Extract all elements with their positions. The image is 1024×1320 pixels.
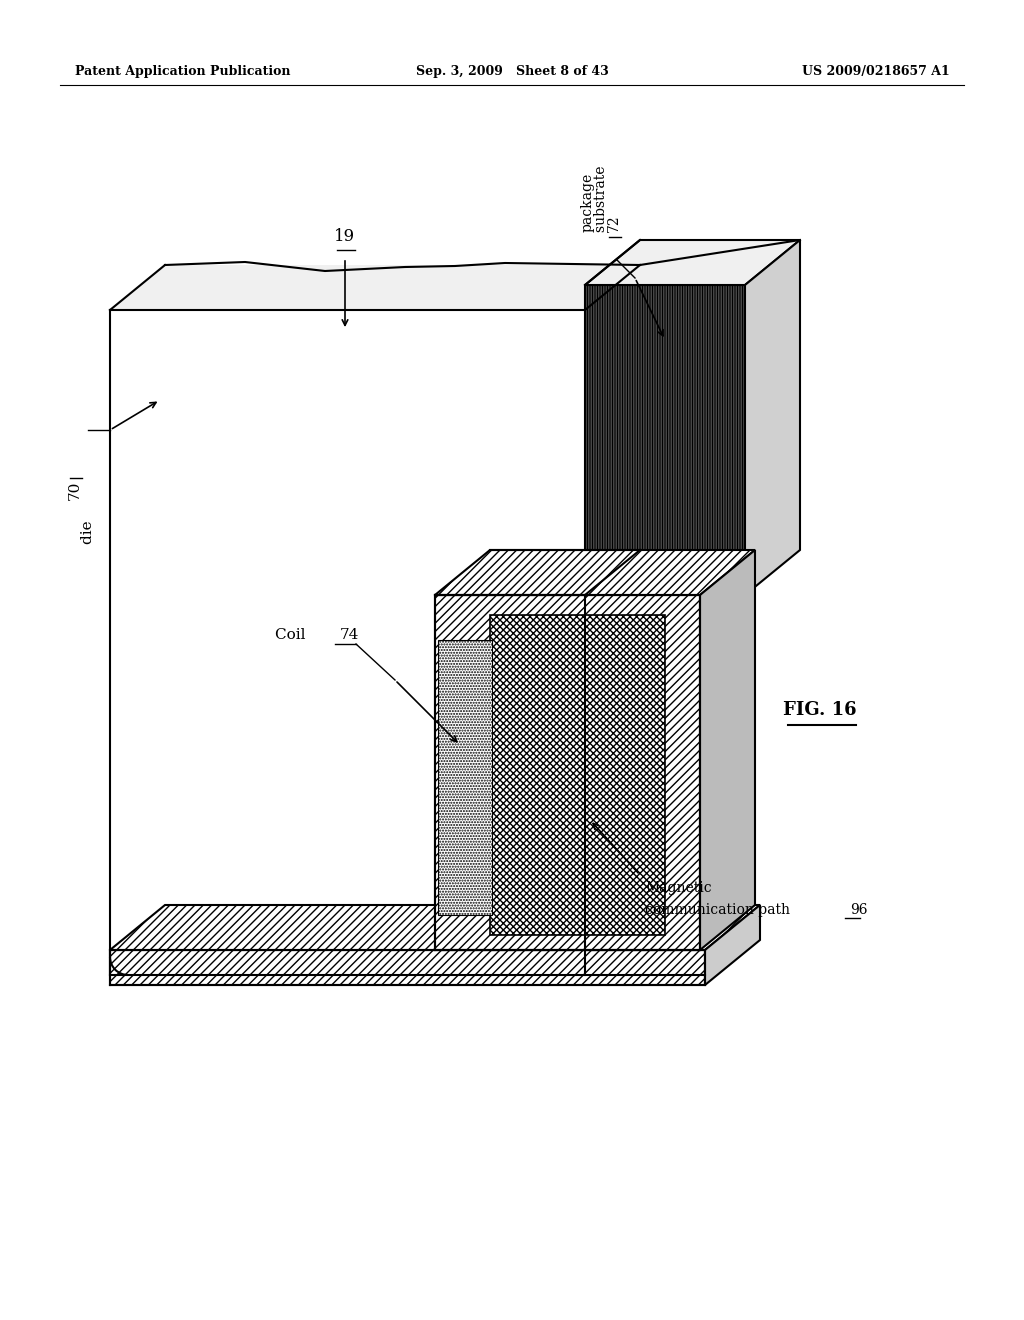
Text: 19: 19	[335, 228, 355, 246]
Text: 70: 70	[68, 480, 82, 500]
Polygon shape	[110, 310, 585, 975]
Text: Magnetic: Magnetic	[645, 880, 712, 895]
Text: FIG. 16: FIG. 16	[783, 701, 857, 719]
Text: Sep. 3, 2009   Sheet 8 of 43: Sep. 3, 2009 Sheet 8 of 43	[416, 65, 608, 78]
Polygon shape	[435, 595, 700, 950]
Polygon shape	[585, 285, 745, 595]
Text: die: die	[81, 516, 95, 544]
Text: 96: 96	[850, 903, 867, 917]
Text: package: package	[581, 173, 595, 232]
Polygon shape	[585, 240, 800, 285]
Polygon shape	[745, 240, 800, 595]
Polygon shape	[110, 265, 640, 310]
Text: 72: 72	[607, 214, 621, 232]
Text: Patent Application Publication: Patent Application Publication	[75, 65, 291, 78]
Polygon shape	[705, 906, 760, 985]
Polygon shape	[490, 615, 665, 935]
Polygon shape	[110, 906, 760, 950]
Polygon shape	[435, 550, 755, 595]
Text: communication path: communication path	[645, 903, 795, 917]
Polygon shape	[438, 640, 492, 915]
Polygon shape	[700, 550, 755, 950]
Text: 74: 74	[340, 628, 359, 642]
Text: US 2009/0218657 A1: US 2009/0218657 A1	[802, 65, 950, 78]
Text: substrate: substrate	[594, 161, 608, 232]
Text: Coil: Coil	[274, 628, 310, 642]
Polygon shape	[110, 950, 705, 985]
